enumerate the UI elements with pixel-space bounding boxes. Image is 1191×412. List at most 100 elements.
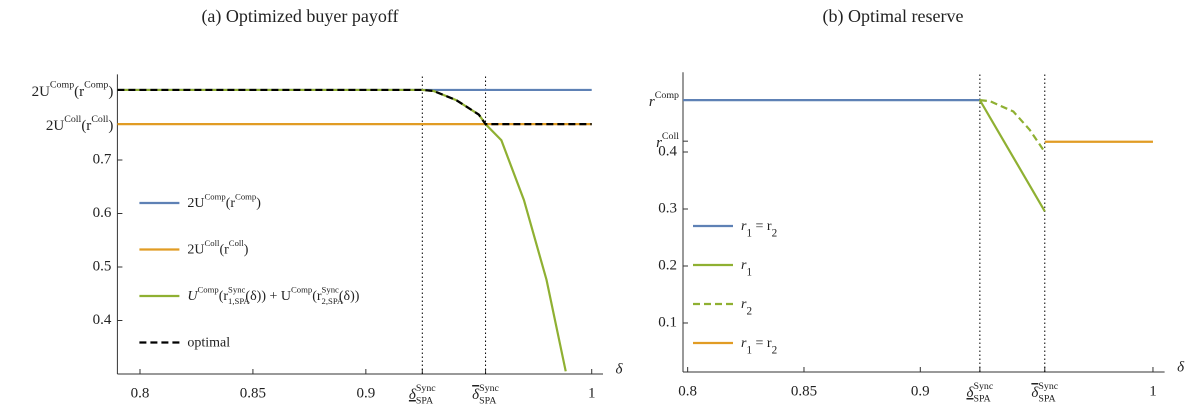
label-part: r (741, 297, 747, 312)
chart-title: (a) Optimized buyer payoff (201, 6, 398, 27)
series-line (978, 99, 1046, 212)
x-tick-label: 0.8 (131, 385, 150, 401)
y-tick-label: 0.7 (93, 151, 112, 167)
label-part: (r (312, 289, 322, 304)
label-part: Sync (973, 381, 993, 392)
label-part: Comp (655, 90, 679, 101)
x-axis-label: δ (616, 361, 624, 377)
x-tick-label: 0.9 (911, 383, 930, 399)
y-tick-label: 2UComp(rComp) (32, 80, 114, 100)
x-tick-label: δSPA Sync (966, 381, 993, 405)
label-part: SPA (973, 394, 991, 405)
legend-text: r1 = r2 (741, 219, 777, 239)
label-part: Coll (662, 131, 679, 142)
label-part: Sync (479, 383, 499, 394)
label-part: Comp (198, 285, 219, 295)
label-part: 1 (746, 344, 752, 356)
label-part: Sync (228, 285, 245, 295)
label-part: Coll (91, 114, 108, 125)
x-tick-label: δSPA Sync (472, 383, 499, 407)
label-part: 2U (32, 84, 51, 100)
label-part: ) (108, 119, 113, 135)
label-part: δ (409, 387, 417, 403)
label-part: 2U (187, 243, 204, 258)
x-tick-label: 1 (1149, 383, 1157, 399)
label-part: Comp (291, 285, 312, 295)
label-part: ) (108, 84, 113, 100)
label-part: optimal (187, 336, 230, 351)
label-part: r (741, 336, 747, 351)
label-part: 2 (772, 344, 778, 356)
label-part: SPA (416, 396, 434, 407)
label-part: (r (226, 196, 236, 211)
y-tick-label: 0.4 (93, 312, 112, 328)
label-part: Coll (229, 238, 245, 248)
y-tick-label: 0.3 (658, 200, 677, 216)
x-tick-label: 1 (588, 385, 596, 401)
x-tick-label: 0.9 (356, 385, 375, 401)
label-part: Sync (1038, 381, 1058, 392)
label-part: U (187, 289, 198, 304)
label-part: r (741, 258, 747, 273)
label-part: Sync (322, 285, 339, 295)
legend-text: 2UColl(rColl) (187, 238, 248, 258)
x-tick-label: 0.8 (678, 383, 697, 399)
y-tick-label: rColl (656, 131, 679, 151)
y-tick-label: 0.2 (658, 257, 677, 273)
x-tick-label: 0.85 (240, 385, 266, 401)
label-part: 1,SPA (228, 296, 250, 306)
label-part: = r (752, 336, 772, 351)
y-tick-label: 0.4 (658, 143, 677, 159)
label-part: = r (752, 219, 772, 234)
legend-text: r2 (741, 297, 752, 317)
legend-text: r1 (741, 258, 752, 278)
label-part: SPA (1038, 394, 1056, 405)
label-part: 1 (746, 227, 752, 239)
label-part: r (649, 95, 655, 111)
y-tick-label: 2UColl(rColl) (46, 114, 113, 134)
legend-text: UComp(r1,SPASync(δ)) + UComp(r2,SPASync(… (187, 285, 359, 306)
series-line (117, 88, 567, 372)
y-tick-label: 0.5 (93, 258, 112, 274)
label-part: (δ)) (339, 289, 360, 304)
legend-text: 2UComp(rComp) (187, 192, 261, 212)
label-part: Comp (205, 192, 226, 202)
label-part: ) (244, 243, 249, 258)
label-part: 2 (746, 305, 752, 317)
label-part: (r (219, 243, 229, 258)
y-tick-label: rComp (649, 90, 679, 110)
label-part: Coll (205, 238, 221, 248)
legend-text: r1 = r2 (741, 336, 777, 356)
label-part: Comp (84, 80, 108, 91)
label-part: Comp (235, 192, 256, 202)
label-part: (r (81, 119, 91, 135)
label-part: SPA (479, 396, 497, 407)
label-part: 2,SPA (322, 296, 344, 306)
label-part: 2U (46, 119, 65, 135)
label-part: r (741, 219, 747, 234)
label-part: 1 (746, 266, 752, 278)
label-part: δ (472, 387, 480, 403)
y-tick-label: 0.6 (93, 205, 112, 221)
x-tick-label: δSPA Sync (1031, 381, 1058, 405)
chart-title: (b) Optimal reserve (823, 6, 964, 27)
label-part: ) (256, 196, 261, 211)
x-axis-label: δ (1177, 359, 1185, 375)
label-part: δ (966, 385, 974, 401)
y-tick-label: 0.1 (658, 314, 677, 330)
x-tick-label: δSPA Sync (409, 383, 436, 407)
label-part: (δ)) + U (245, 289, 291, 304)
series-line (117, 88, 592, 126)
legend-text: optimal (187, 336, 230, 351)
label-part: δ (1031, 385, 1039, 401)
series-line (979, 99, 1046, 153)
label-part: 2U (187, 196, 204, 211)
label-part: Sync (416, 383, 436, 394)
label-part: (r (219, 289, 229, 304)
label-part: (r (74, 84, 84, 100)
label-part: Comp (50, 80, 74, 91)
label-part: Coll (64, 114, 81, 125)
x-tick-label: 0.85 (791, 383, 817, 399)
label-part: 2 (772, 227, 778, 239)
